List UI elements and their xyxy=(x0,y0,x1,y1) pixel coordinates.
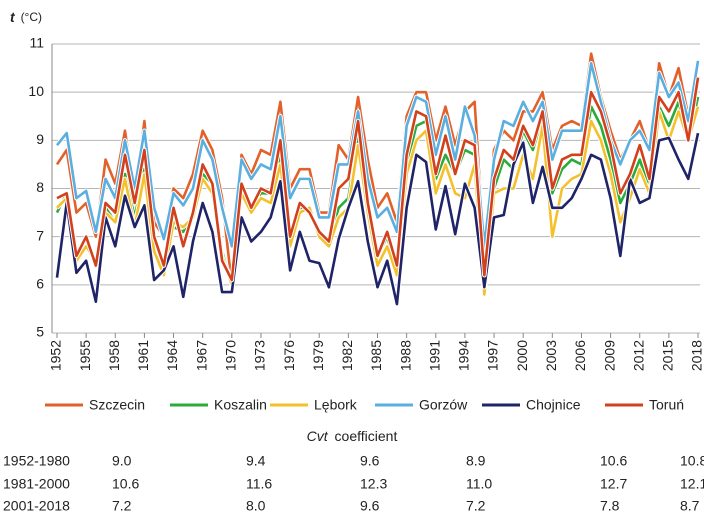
cell: 10.6 xyxy=(112,476,139,492)
x-tick-label: 1979 xyxy=(310,340,326,371)
series-line xyxy=(56,106,700,296)
x-tick-label: 1961 xyxy=(135,340,151,371)
table-title: Cvt coefficient xyxy=(307,428,398,444)
x-tick-label: 2003 xyxy=(543,340,559,371)
x-tick-label: 1967 xyxy=(193,340,209,371)
table-title-rest: coefficient xyxy=(335,428,398,444)
cell: 9.4 xyxy=(246,453,266,469)
cell: 9.6 xyxy=(360,498,380,514)
row-label: 2001-2018 xyxy=(3,498,70,514)
cell: 8.0 xyxy=(246,498,266,514)
cell: 11.0 xyxy=(466,476,492,492)
legend-label: Koszalin xyxy=(214,397,267,413)
cell: 12.7 xyxy=(600,476,627,492)
cell: 7.8 xyxy=(600,498,620,514)
x-tick-label: 2006 xyxy=(572,340,588,371)
x-tick-label: 2000 xyxy=(514,340,530,371)
row-label: 1981-2000 xyxy=(3,476,70,492)
x-tick-label: 1982 xyxy=(339,340,355,371)
series-line xyxy=(55,132,700,306)
cell: 12.3 xyxy=(360,476,387,492)
x-tick-label: 1988 xyxy=(397,340,413,371)
x-tick-label: 1994 xyxy=(456,340,472,371)
x-tick-label: 1997 xyxy=(485,340,501,371)
cell: 12.1 xyxy=(680,476,704,492)
cell: 10.6 xyxy=(600,453,627,469)
x-tick-label: 1958 xyxy=(106,340,122,371)
x-tick-label: 1970 xyxy=(223,340,239,371)
x-tick-label: 2015 xyxy=(660,340,676,371)
x-tick-label: 1964 xyxy=(164,340,180,371)
x-tick-label: 2012 xyxy=(630,340,646,371)
y-label-unit: (°C) xyxy=(21,10,42,24)
cell: 7.2 xyxy=(466,498,486,514)
y-tick-label: 10 xyxy=(28,83,44,99)
legend-label: Szczecin xyxy=(89,397,145,413)
legend-label: Gorzów xyxy=(419,397,468,413)
legend-label: Lębork xyxy=(314,397,358,413)
cell: 11.6 xyxy=(246,476,272,492)
row-label: 1952-1980 xyxy=(3,453,70,469)
legend-label: Toruń xyxy=(649,397,684,413)
y-tick-label: 7 xyxy=(36,227,44,243)
y-axis-title: t (°C) xyxy=(10,9,42,25)
x-tick-label: 1973 xyxy=(252,340,268,371)
x-tick-label: 1991 xyxy=(426,340,442,371)
x-tick-label: 1952 xyxy=(48,340,64,371)
x-tick-label: 1976 xyxy=(281,340,297,371)
cell: 8.9 xyxy=(466,453,486,469)
y-tick-label: 11 xyxy=(29,35,44,51)
y-tick-label: 6 xyxy=(36,276,44,292)
x-tick-label: 1955 xyxy=(77,340,93,371)
y-tick-label: 8 xyxy=(36,179,44,195)
x-tick-label: 2009 xyxy=(601,340,617,371)
series-line xyxy=(56,77,700,282)
y-tick-label: 5 xyxy=(36,324,44,340)
x-tick-label: 2018 xyxy=(689,340,704,371)
legend-label: Chojnice xyxy=(526,397,581,413)
x-tick-label: 1985 xyxy=(368,340,384,371)
series-line xyxy=(55,60,700,248)
cell: 10.8 xyxy=(680,453,704,469)
cell: 9.6 xyxy=(360,453,380,469)
cell: 8.7 xyxy=(680,498,700,514)
cell: 7.2 xyxy=(112,498,132,514)
y-tick-label: 9 xyxy=(36,131,44,147)
cell: 9.0 xyxy=(112,453,132,469)
y-label-var: t xyxy=(10,9,16,25)
table-title-var: Cvt xyxy=(307,428,329,444)
